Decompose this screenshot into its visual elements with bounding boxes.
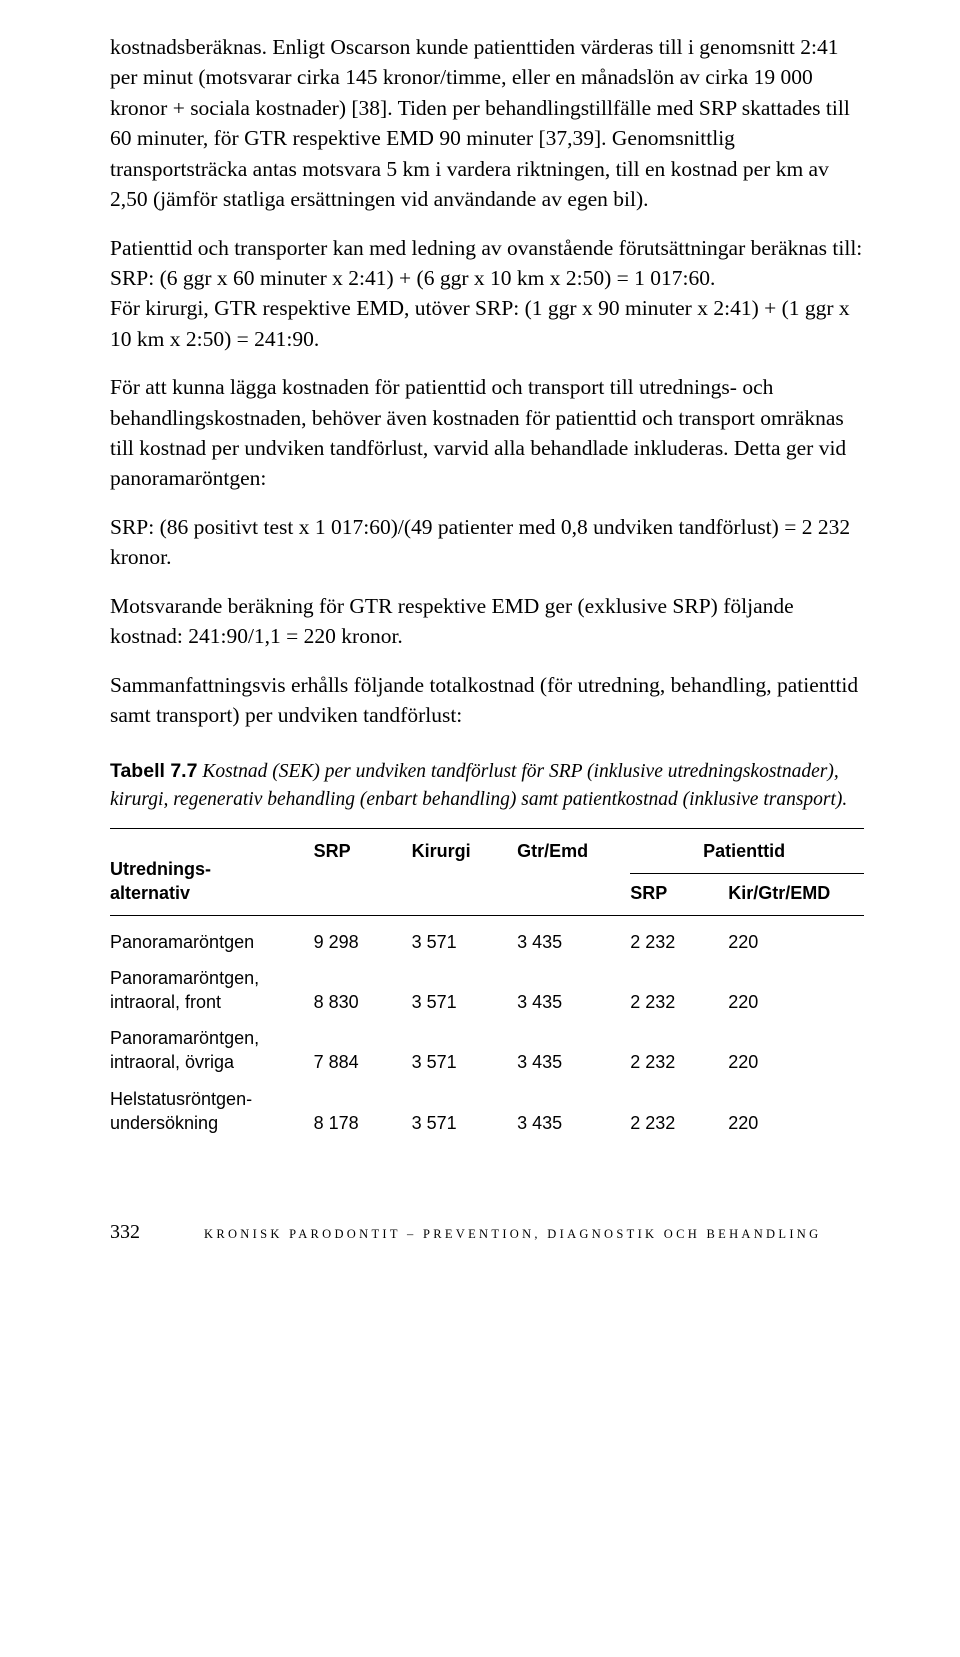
cost-table: Utrednings- alternativ SRP Kirurgi Gtr/E… bbox=[110, 828, 864, 1141]
row-label: Panoramaröntgen bbox=[110, 916, 314, 960]
table-row: Panoramaröntgen, intraoral, front 8 830 … bbox=[110, 960, 864, 1020]
paragraph-1: kostnadsberäknas. Enligt Oscarson kunde … bbox=[110, 32, 864, 215]
cell-kir: 3 571 bbox=[412, 1020, 518, 1080]
table-head-rowlabel: Utrednings- alternativ bbox=[110, 829, 314, 916]
cell-pkir: 220 bbox=[728, 960, 864, 1020]
cell-pkir: 220 bbox=[728, 1020, 864, 1080]
running-header: KRONISK PARODONTIT – PREVENTION, DIAGNOS… bbox=[204, 1227, 821, 1241]
paragraph-6: Sammanfattningsvis erhålls följande tota… bbox=[110, 670, 864, 731]
paragraph-2: Patienttid och transporter kan med ledni… bbox=[110, 233, 864, 355]
cell-srp: 7 884 bbox=[314, 1020, 412, 1080]
table-head-kirurgi: Kirurgi bbox=[412, 829, 518, 916]
cell-gtr: 3 435 bbox=[517, 960, 630, 1020]
table-subhead-srp: SRP bbox=[630, 874, 728, 915]
row-label: Panoramaröntgen, intraoral, övriga bbox=[110, 1020, 314, 1080]
page-footer: 332 KRONISK PARODONTIT – PREVENTION, DIA… bbox=[110, 1221, 864, 1244]
cell-gtr: 3 435 bbox=[517, 1081, 630, 1141]
cell-kir: 3 571 bbox=[412, 916, 518, 960]
table-head-srp: SRP bbox=[314, 829, 412, 916]
table-head-gtremd: Gtr/Emd bbox=[517, 829, 630, 916]
cell-kir: 3 571 bbox=[412, 960, 518, 1020]
cell-psrp: 2 232 bbox=[630, 916, 728, 960]
row-label: Panoramaröntgen, intraoral, front bbox=[110, 960, 314, 1020]
cell-psrp: 2 232 bbox=[630, 1020, 728, 1080]
cell-pkir: 220 bbox=[728, 1081, 864, 1141]
paragraph-3: För att kunna lägga kostnaden för patien… bbox=[110, 372, 864, 494]
cell-gtr: 3 435 bbox=[517, 916, 630, 960]
head-rowlabel-1: Utrednings- bbox=[110, 859, 211, 879]
table-caption: Tabell 7.7 Kostnad (SEK) per undviken ta… bbox=[110, 758, 864, 813]
paragraph-4: SRP: (86 positivt test x 1 017:60)/(49 p… bbox=[110, 512, 864, 573]
cell-gtr: 3 435 bbox=[517, 1020, 630, 1080]
table-caption-label: Tabell 7.7 bbox=[110, 760, 197, 782]
cell-srp: 9 298 bbox=[314, 916, 412, 960]
cell-psrp: 2 232 bbox=[630, 1081, 728, 1141]
cell-psrp: 2 232 bbox=[630, 960, 728, 1020]
cell-pkir: 220 bbox=[728, 916, 864, 960]
cell-srp: 8 178 bbox=[314, 1081, 412, 1141]
table-row: Helstatusröntgen- undersökning 8 178 3 5… bbox=[110, 1081, 864, 1141]
table-subhead-kir: Kir/Gtr/EMD bbox=[728, 874, 864, 915]
table-row: Panoramaröntgen 9 298 3 571 3 435 2 232 … bbox=[110, 916, 864, 960]
table-row: Panoramaröntgen, intraoral, övriga 7 884… bbox=[110, 1020, 864, 1080]
paragraph-5: Motsvarande beräkning för GTR respektive… bbox=[110, 591, 864, 652]
table-head-patienttid: Patienttid bbox=[630, 829, 864, 874]
head-rowlabel-2: alternativ bbox=[110, 883, 190, 903]
page-number: 332 bbox=[110, 1221, 140, 1244]
cell-kir: 3 571 bbox=[412, 1081, 518, 1141]
row-label: Helstatusröntgen- undersökning bbox=[110, 1081, 314, 1141]
table-caption-text: Kostnad (SEK) per undviken tandförlust f… bbox=[110, 761, 847, 810]
cell-srp: 8 830 bbox=[314, 960, 412, 1020]
